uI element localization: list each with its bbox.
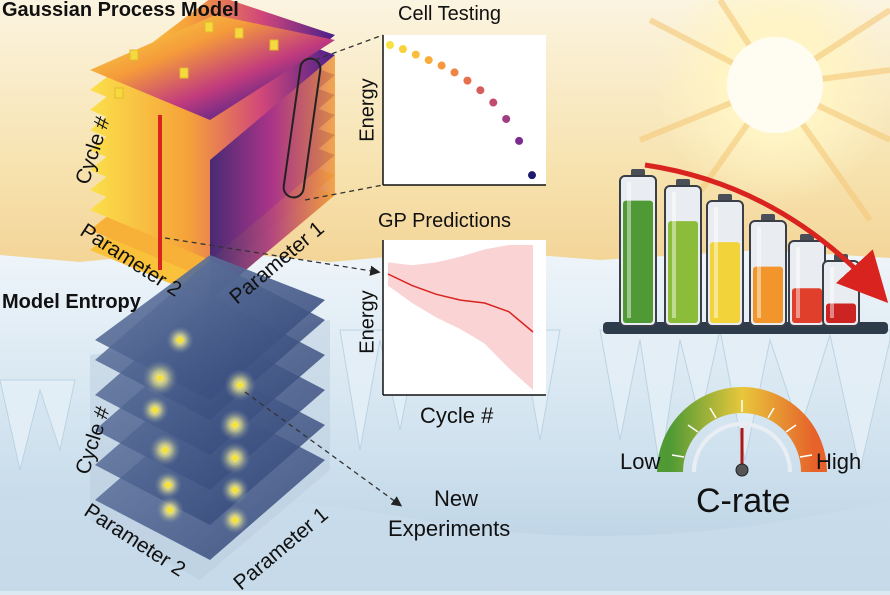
highlight-capsule [282,57,322,199]
battery-icon [706,194,744,327]
battery-icon [619,169,657,327]
confidence-band [388,245,533,390]
cell-testing-point [528,171,536,180]
new-experiments-label-line2: Experiments [388,516,511,541]
cell-testing-title: Cell Testing [398,3,502,25]
cell-testing-plot [382,35,546,186]
cell-testing-point [489,98,498,107]
cell-testing-point [398,45,407,54]
cell-testing-point [515,136,524,145]
cell-testing-point [437,61,446,70]
gp-predictions-title: GP Predictions [378,210,512,232]
mean-line [387,273,534,333]
gp-cube [90,0,384,300]
entropy-cube [90,255,403,580]
cell-testing-point [463,76,472,85]
battery-icon [749,214,787,327]
sun-icon [638,0,890,222]
battery-icon [664,179,702,327]
gp-model-title: Gaussian Process Model [2,0,239,21]
gp-predictions-xlabel: Cycle # [420,403,494,428]
cell-testing-point [424,56,433,65]
cell-testing-point [476,86,485,95]
gp-predictions-ylabel: Energy [356,290,379,354]
decline-arrow [644,162,889,304]
cell-testing-point [450,68,459,77]
battery-group [603,162,889,334]
cell-testing-ylabel: Energy [356,78,379,142]
gauge-low-label: Low [620,449,661,474]
cell-testing-point [386,41,394,49]
battery-icon [788,234,826,327]
c-rate-gauge [657,387,827,477]
model-entropy-title: Model Entropy [2,291,141,313]
gp-predictions-plot [382,240,546,396]
cell-testing-point [411,50,420,59]
cell-testing-point [502,114,511,123]
c-rate-label: C-rate [696,482,791,520]
new-experiments-label-line1: New [434,486,479,511]
gauge-high-label: High [816,449,862,474]
